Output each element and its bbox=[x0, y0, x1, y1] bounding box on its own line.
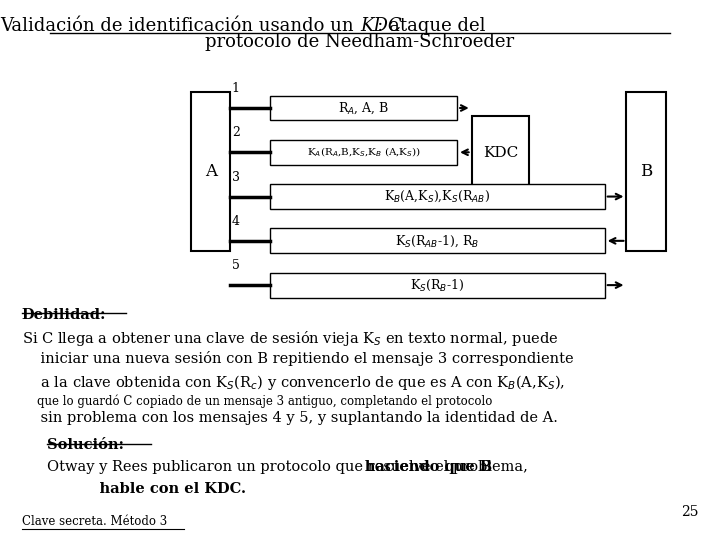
Text: K$_S$(R$_{AB}$-1), R$_B$: K$_S$(R$_{AB}$-1), R$_B$ bbox=[395, 233, 480, 248]
Text: 4: 4 bbox=[232, 215, 240, 228]
Bar bbox=[191, 92, 230, 251]
Bar bbox=[270, 273, 605, 298]
Text: 2: 2 bbox=[232, 126, 240, 139]
Bar bbox=[270, 140, 457, 165]
Text: protocolo de Needham-Schroeder: protocolo de Needham-Schroeder bbox=[205, 33, 515, 51]
Text: iniciar una nueva sesión con B repitiendo el mensaje 3 correspondiente: iniciar una nueva sesión con B repitiend… bbox=[22, 351, 573, 366]
Text: 25: 25 bbox=[681, 505, 698, 519]
Text: Solución:: Solución: bbox=[47, 438, 124, 453]
Text: KDC: KDC bbox=[360, 17, 402, 35]
Bar bbox=[472, 116, 529, 189]
Text: que lo guardó C copiado de un mensaje 3 antiguo, completando el protocolo: que lo guardó C copiado de un mensaje 3 … bbox=[22, 394, 492, 408]
Text: Debilidad:: Debilidad: bbox=[22, 308, 106, 322]
Text: : ataque del: : ataque del bbox=[360, 17, 485, 35]
Bar bbox=[270, 228, 605, 253]
Text: haciendo que B: haciendo que B bbox=[47, 460, 492, 474]
Text: Validación de identificación usando un: Validación de identificación usando un bbox=[1, 17, 360, 35]
Text: B: B bbox=[640, 163, 652, 180]
Text: a la clave obtenida con K$_S$(R$_c$) y convencerlo de que es A con K$_B$(A,K$_S$: a la clave obtenida con K$_S$(R$_c$) y c… bbox=[22, 373, 564, 392]
Text: sin problema con los mensajes 4 y 5, y suplantando la identidad de A.: sin problema con los mensajes 4 y 5, y s… bbox=[22, 411, 557, 426]
Text: KDC: KDC bbox=[483, 146, 518, 159]
Text: A: A bbox=[204, 163, 217, 180]
Text: Clave secreta. Método 3: Clave secreta. Método 3 bbox=[22, 515, 167, 528]
Bar bbox=[626, 92, 666, 251]
Bar bbox=[270, 96, 457, 120]
Text: hable con el KDC.: hable con el KDC. bbox=[79, 482, 246, 496]
Text: K$_S$(R$_B$-1): K$_S$(R$_B$-1) bbox=[410, 278, 464, 293]
Text: K$_B$(A,K$_S$),K$_S$(R$_{AB}$): K$_B$(A,K$_S$),K$_S$(R$_{AB}$) bbox=[384, 189, 490, 204]
Text: 5: 5 bbox=[232, 259, 240, 272]
Text: K$_A$(R$_A$,B,K$_S$,K$_B$ (A,K$_S$)): K$_A$(R$_A$,B,K$_S$,K$_B$ (A,K$_S$)) bbox=[307, 145, 420, 159]
Text: 3: 3 bbox=[232, 171, 240, 184]
Text: Otway y Rees publicaron un protocolo que resuelve el problema,: Otway y Rees publicaron un protocolo que… bbox=[47, 460, 532, 474]
Text: R$_A$, A, B: R$_A$, A, B bbox=[338, 100, 390, 116]
Bar bbox=[270, 184, 605, 209]
Text: Si C llega a obtener una clave de sesión vieja K$_S$ en texto normal, puede: Si C llega a obtener una clave de sesión… bbox=[22, 329, 558, 348]
Text: 1: 1 bbox=[232, 82, 240, 95]
